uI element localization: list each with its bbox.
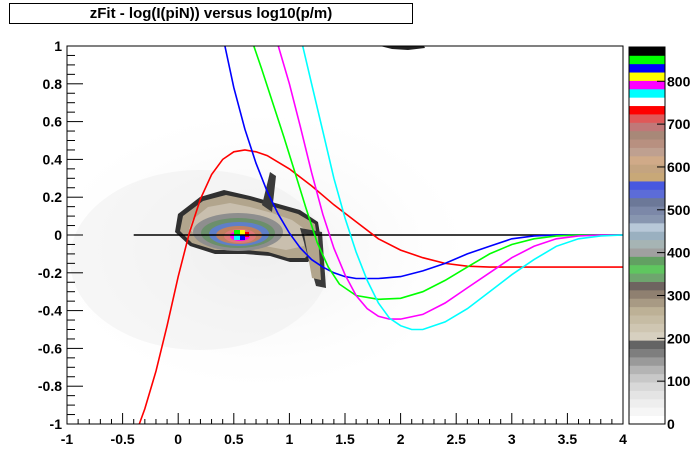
x-tick-label: 1 <box>286 431 294 447</box>
palette-cell <box>629 72 665 81</box>
palette-cell <box>629 114 665 123</box>
palette-cell <box>629 340 665 349</box>
palette-cell <box>629 256 665 266</box>
palette-tick-label: 0 <box>667 416 675 432</box>
palette-cell <box>629 222 665 232</box>
x-tick-label: 4 <box>619 431 627 447</box>
y-tick-label: -1 <box>50 416 63 432</box>
palette-cell <box>629 239 665 249</box>
palette-cell <box>629 315 665 324</box>
palette-cell <box>629 122 665 132</box>
palette-cell <box>629 231 665 241</box>
palette-cell <box>629 189 665 199</box>
x-tick-label: 3.5 <box>558 431 578 447</box>
palette-cell <box>629 88 665 98</box>
x-tick-label: 3 <box>508 431 516 447</box>
palette-cell <box>629 164 665 174</box>
palette-tick-label: 300 <box>667 287 691 303</box>
palette-cell <box>629 55 665 65</box>
y-tick-label: 0 <box>54 227 62 243</box>
x-tick-label: 0 <box>174 431 182 447</box>
palette-tick-label: 400 <box>667 245 691 261</box>
x-tick-label: -1 <box>61 431 74 447</box>
palette-cell <box>629 105 665 115</box>
palette-cell <box>629 398 665 408</box>
palette-cell <box>629 197 665 207</box>
palette-cell <box>629 214 665 224</box>
x-tick-label: 2.5 <box>446 431 466 447</box>
palette-tick-label: 500 <box>667 202 691 218</box>
palette-cell <box>629 206 665 215</box>
series-line-4 <box>277 46 623 320</box>
palette-frame <box>628 46 666 425</box>
palette-cell <box>629 47 665 56</box>
x-tick-label: 2 <box>397 431 405 447</box>
palette-cell <box>629 147 665 157</box>
palette-cell <box>629 80 665 90</box>
color-palette <box>628 46 666 425</box>
palette-cell <box>629 139 665 148</box>
x-tick-label: -0.5 <box>111 431 135 447</box>
palette-cell <box>629 331 665 341</box>
y-tick-label: 0.6 <box>43 114 63 130</box>
series-line-1 <box>138 149 623 424</box>
palette-tick-label: 800 <box>667 73 691 89</box>
palette-tick-label: 700 <box>667 116 691 132</box>
series-line-2 <box>224 46 623 280</box>
palette-cell <box>629 390 665 400</box>
palette-cell <box>629 248 665 257</box>
series-layer <box>133 46 623 424</box>
y-tick-label: -0.4 <box>38 303 62 319</box>
palette-cell <box>629 323 665 333</box>
palette-cell <box>629 382 665 391</box>
palette-cell <box>629 348 665 358</box>
palette-cell <box>629 373 665 383</box>
y-tick-label: -0.8 <box>38 378 62 394</box>
palette-cell <box>629 273 665 282</box>
y-tick-label: 0.4 <box>43 151 63 167</box>
y-tick-label: 1 <box>54 38 62 54</box>
palette-cell <box>629 415 665 425</box>
palette-tick-label: 100 <box>667 373 691 389</box>
palette-cell <box>629 130 665 140</box>
palette-cell <box>629 264 665 274</box>
palette-cell <box>629 172 665 182</box>
palette-cell <box>629 298 665 308</box>
palette-cell <box>629 63 665 73</box>
chart-title: zFit - log(I(piN)) versus log10(p/m) <box>9 3 413 24</box>
x-tick-label: 1.5 <box>335 431 355 447</box>
y-tick-label: 0.8 <box>43 76 63 92</box>
palette-cell <box>629 181 665 190</box>
series-line-5 <box>301 46 623 331</box>
palette-tick-label: 600 <box>667 159 691 175</box>
palette-cell <box>629 281 665 291</box>
density-blob <box>175 46 425 288</box>
palette-cell <box>629 97 665 107</box>
palette-cell <box>629 356 665 366</box>
series-line-3 <box>253 46 623 301</box>
axis-layer: -1 -0.5 0 0.5 1 1.5 2 2.5 3 3.5 4 -1 -0.8 -0.6 -0.4 -0.… <box>38 38 627 447</box>
palette-cell <box>629 155 665 165</box>
y-tick-label: -0.6 <box>38 340 62 356</box>
palette-cell <box>629 289 665 299</box>
y-tick-label: -0.2 <box>38 265 62 281</box>
palette-axis: 0 100 200 300 400 500 600 700 800 <box>657 73 691 432</box>
palette-cell <box>629 365 665 375</box>
palette-tick-label: 200 <box>667 330 691 346</box>
palette-cell <box>629 306 665 316</box>
x-tick-label: 0.5 <box>224 431 244 447</box>
palette-cell <box>629 407 665 417</box>
y-tick-label: 0.2 <box>43 189 63 205</box>
